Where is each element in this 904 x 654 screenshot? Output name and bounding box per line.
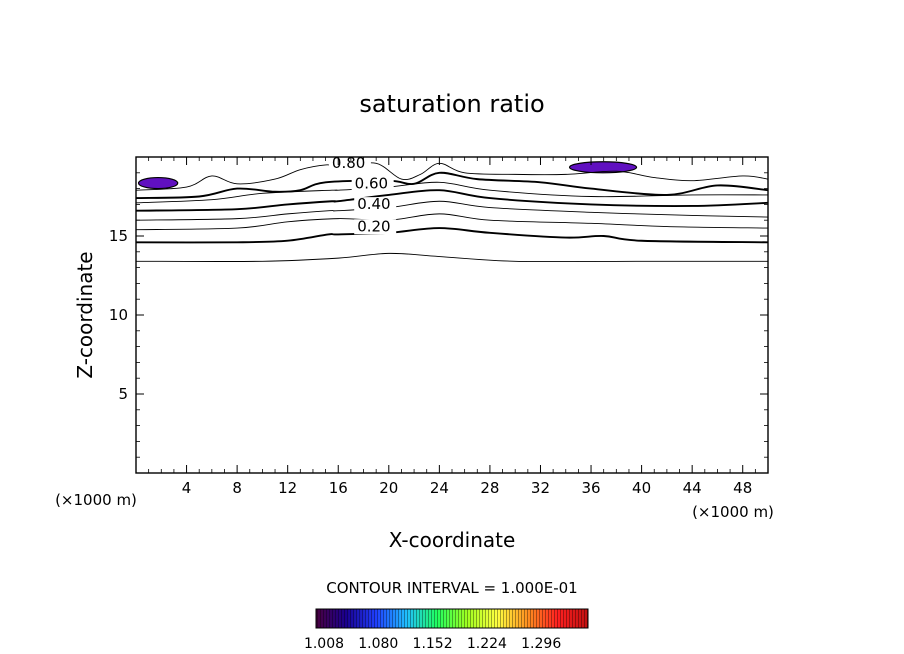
contour-line-0_1 xyxy=(135,252,768,263)
x-axis-label: X-coordinate xyxy=(389,528,516,552)
contour-label-3: 0.20 xyxy=(357,217,390,235)
y-axis-label: Z-coordinate xyxy=(73,251,97,378)
x-tick-label: 36 xyxy=(581,479,600,497)
y-tick-label: 15 xyxy=(109,227,128,245)
y-tick-label: 5 xyxy=(118,385,128,403)
filled-regions xyxy=(137,161,638,190)
plot-frame xyxy=(135,156,769,474)
x-tick-label: 24 xyxy=(430,479,449,497)
x-tick-label: 12 xyxy=(278,479,297,497)
x-tick-label: 16 xyxy=(329,479,348,497)
colorbar-label: 1.008 xyxy=(304,636,344,652)
contour-line-0_5 xyxy=(135,189,769,212)
x-tick-label: 32 xyxy=(531,479,550,497)
x-tick-label: 8 xyxy=(232,479,242,497)
contour-interval-text: CONTOUR INTERVAL = 1.000E-01 xyxy=(326,579,577,597)
chart-title: saturation ratio xyxy=(359,90,544,118)
contour-line-0_2 xyxy=(135,227,769,244)
colorbar-label: 1.152 xyxy=(413,636,453,652)
contour-label-0: 0.80 xyxy=(332,154,365,172)
x-tick-label: 28 xyxy=(480,479,499,497)
contour-label-bg-0 xyxy=(328,156,371,172)
contour-line-0_4 xyxy=(135,200,769,221)
contour-line-0_3 xyxy=(135,213,769,231)
colorbar-label: 1.224 xyxy=(467,636,507,652)
x-tick-label: 48 xyxy=(733,479,752,497)
x-tick-label: 20 xyxy=(379,479,398,497)
colorbar: 1.008 1.080 1.152 1.224 1.296 xyxy=(304,608,589,652)
x-tick-label: 40 xyxy=(632,479,651,497)
contour-lines xyxy=(135,162,769,263)
contour-label-bg-3 xyxy=(354,219,397,235)
region-1 xyxy=(568,161,638,174)
contour-line-0_8 xyxy=(135,162,769,191)
contour-labels: 0.80 0.60 0.40 0.20 xyxy=(328,154,397,235)
contour-label-1: 0.60 xyxy=(355,175,388,193)
colorbar-stripes xyxy=(316,609,588,628)
colorbar-label: 1.296 xyxy=(521,636,561,652)
contour-line-0_7 xyxy=(135,171,769,200)
x-axis-unit: (×1000 m) xyxy=(692,503,774,521)
region-0 xyxy=(137,176,179,190)
x-tick-label: 44 xyxy=(683,479,702,497)
colorbar-label: 1.080 xyxy=(358,636,398,652)
contour-line-0_6 xyxy=(135,181,769,204)
contour-label-2: 0.40 xyxy=(357,195,390,213)
x-tick-label: 4 xyxy=(182,479,192,497)
contour-label-bg-2 xyxy=(354,197,397,213)
y-axis-unit: (×1000 m) xyxy=(55,491,137,509)
contour-label-bg-1 xyxy=(351,176,394,192)
y-tick-label: 10 xyxy=(109,306,128,324)
colorbar-frame xyxy=(315,608,589,629)
